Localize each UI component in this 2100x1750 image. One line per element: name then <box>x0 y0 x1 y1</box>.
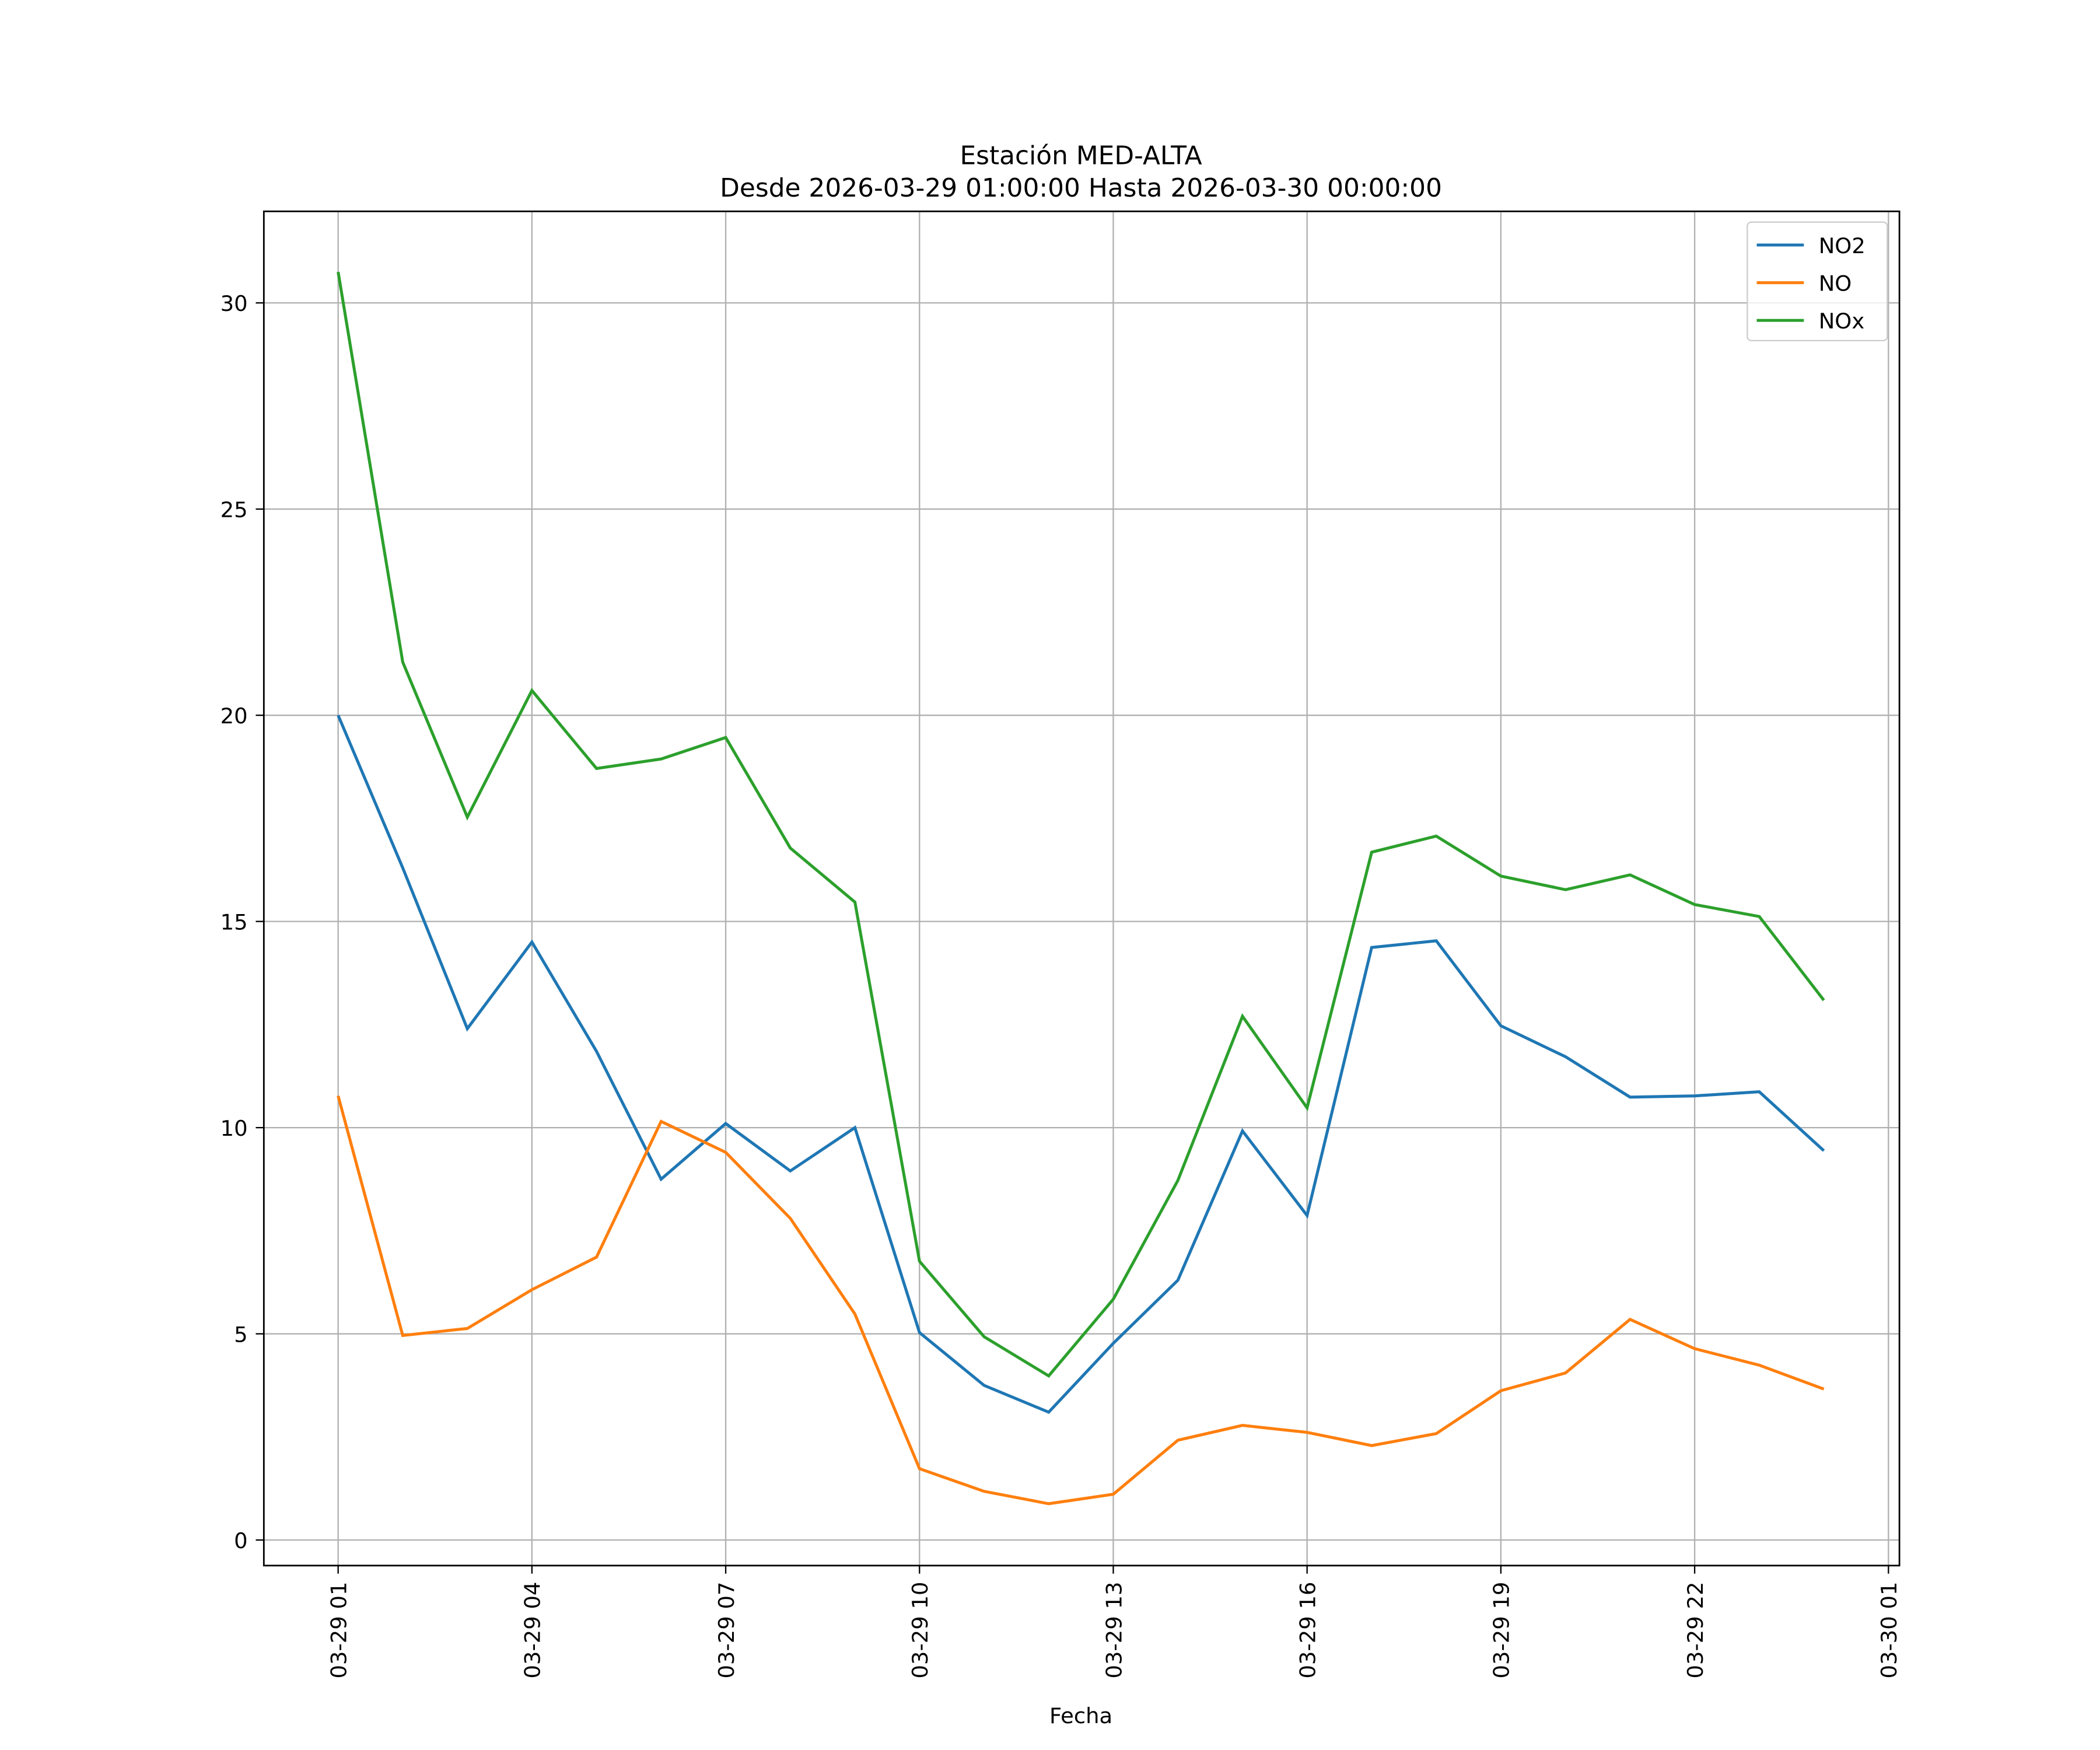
legend-label: NO <box>1819 271 1852 296</box>
series-line-nox <box>337 271 1825 1378</box>
y-tick-label: 10 <box>220 1116 248 1141</box>
y-tick-label: 5 <box>234 1322 247 1347</box>
series-line-no <box>337 1095 1825 1506</box>
legend-label: NOx <box>1819 309 1865 334</box>
x-tick-label: 03-29 10 <box>908 1582 933 1679</box>
y-tick-label: 25 <box>220 498 248 523</box>
y-tick-label: 20 <box>220 704 248 729</box>
x-axis-label: Fecha <box>1049 1703 1112 1728</box>
plot-frame <box>262 210 1901 1567</box>
x-tick-label: 03-29 01 <box>327 1582 352 1679</box>
x-tick-label: 03-29 13 <box>1101 1582 1126 1679</box>
legend-label: NO2 <box>1819 233 1866 258</box>
grid <box>264 211 1900 1566</box>
series-lines <box>337 271 1825 1506</box>
chart-title: Estación MED-ALTA <box>960 141 1202 171</box>
y-tick-label: 15 <box>220 909 248 935</box>
legend-box <box>1746 221 1888 341</box>
series-line-no2 <box>337 715 1825 1414</box>
x-tick-label: 03-29 04 <box>520 1582 545 1679</box>
x-tick-label: 03-29 22 <box>1683 1582 1708 1679</box>
y-tick-label: 0 <box>234 1528 247 1553</box>
chart-subtitle: Desde 2026-03-29 01:00:00 Hasta 2026-03-… <box>720 173 1442 203</box>
y-tick-label: 30 <box>220 291 248 316</box>
x-tick-label: 03-29 19 <box>1489 1582 1514 1679</box>
legend: NO2 NO NOx <box>1746 221 1888 341</box>
x-tick-label: 03-30 01 <box>1877 1582 1902 1679</box>
x-tick-label: 03-29 07 <box>714 1582 739 1679</box>
axis-ticks: 03-29 01 03-29 04 03-29 07 03-29 10 03-29 13… <box>220 291 1902 1678</box>
x-tick-label: 03-29 16 <box>1296 1582 1321 1679</box>
